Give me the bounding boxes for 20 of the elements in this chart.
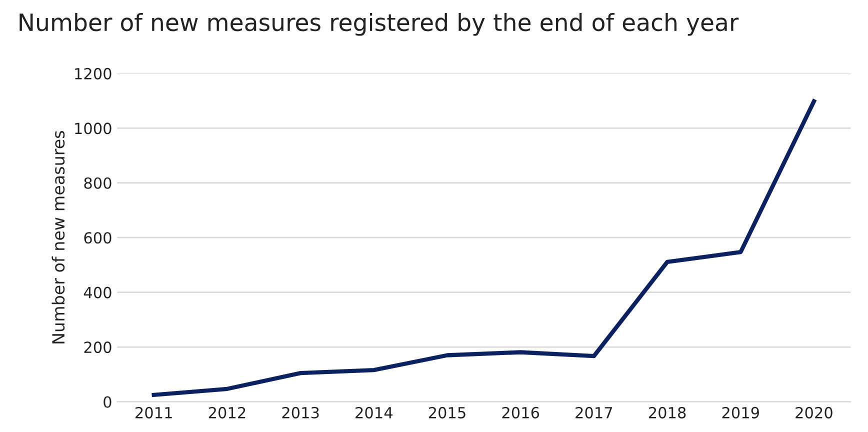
x-tick-label: 2012 [208, 406, 246, 418]
y-tick-label: 0 [104, 396, 112, 408]
x-tick-label: 2011 [136, 406, 172, 418]
line-series [152, 99, 816, 398]
x-tick-label: 2015 [428, 406, 466, 418]
y-tick-label: 1200 [75, 68, 112, 80]
x-tick-label: 2020 [796, 406, 832, 418]
x-tick-label: 2014 [356, 406, 392, 418]
y-tick-label: 1000 [75, 122, 112, 134]
y-tick-label: 400 [84, 286, 112, 298]
x-tick-label: 2019 [722, 406, 759, 418]
x-tick-label: 2013 [282, 406, 319, 418]
chart-title: Number of new measures registered by the end of each year [20, 12, 739, 36]
y-tick-label: 600 [84, 232, 112, 244]
y-tick-label: 200 [84, 342, 112, 354]
y-tick-label: 800 [84, 177, 112, 189]
x-tick-label: 2017 [576, 406, 612, 418]
x-tick-label: 2016 [502, 406, 540, 418]
x-tick-label: 2018 [648, 406, 686, 418]
y-axis-title: Number of new measures [52, 131, 65, 344]
